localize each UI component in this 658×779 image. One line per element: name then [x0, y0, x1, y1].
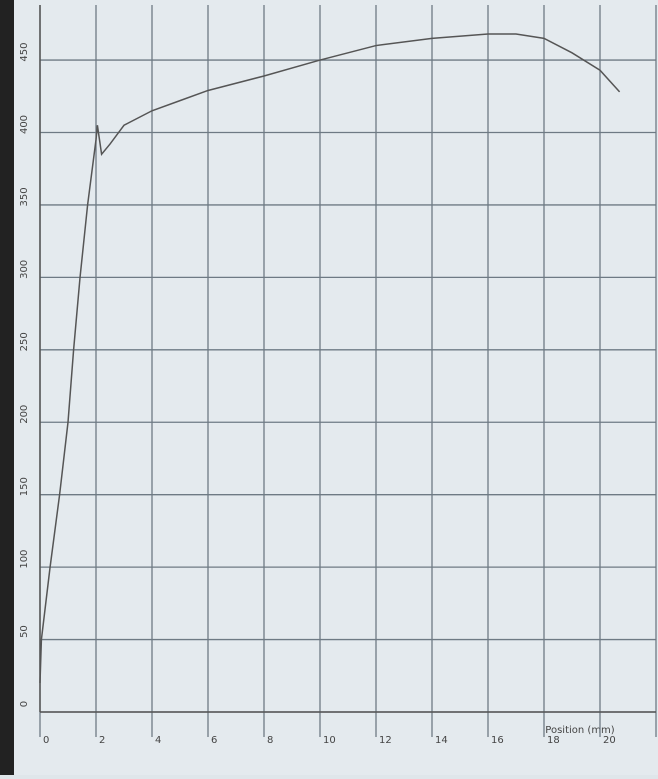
y-tick-label: 350	[19, 187, 30, 206]
x-tick-label: 6	[211, 735, 217, 746]
x-tick-label: 0	[43, 735, 49, 746]
y-tick-label: 300	[19, 260, 30, 279]
y-tick-label: 0	[19, 701, 30, 707]
y-tick-label: 100	[19, 550, 30, 569]
x-tick-label: 10	[323, 735, 336, 746]
x-tick-label: 18	[547, 735, 560, 746]
x-tick-label: 4	[155, 735, 161, 746]
chart: Position (mm) 05010015020025030035040045…	[0, 0, 658, 775]
x-tick-label: 8	[267, 735, 273, 746]
y-tick-label: 200	[19, 405, 30, 424]
y-tick-label: 250	[19, 332, 30, 351]
x-tick-label: 14	[435, 735, 448, 746]
y-tick-label: 150	[19, 477, 30, 496]
y-tick-label: 450	[19, 43, 30, 62]
x-tick-label: 2	[99, 735, 105, 746]
x-tick-label: 16	[491, 735, 504, 746]
y-tick-label: 400	[19, 115, 30, 134]
x-tick-label: 20	[603, 735, 616, 746]
background	[0, 0, 658, 775]
y-tick-label: 50	[19, 625, 30, 638]
screen-edge	[0, 0, 14, 775]
x-tick-label: 12	[379, 735, 392, 746]
